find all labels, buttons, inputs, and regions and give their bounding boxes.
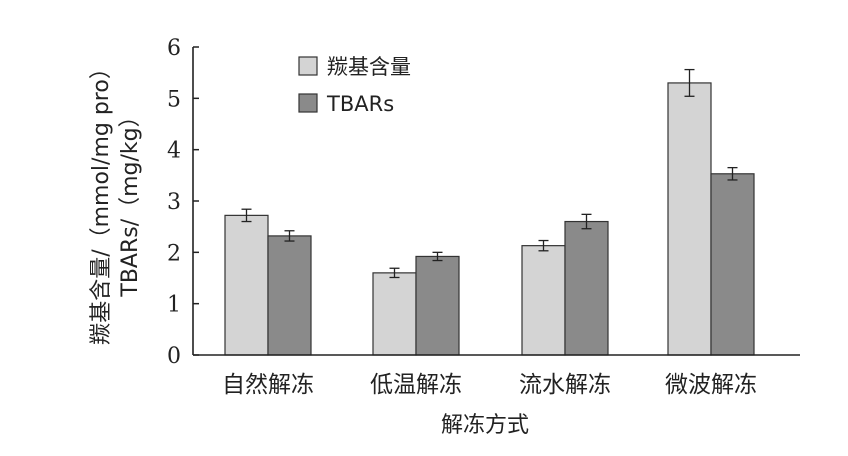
bar-carbonyl	[372, 272, 417, 356]
error-bar	[432, 251, 443, 262]
y-tick-label: 0	[167, 344, 181, 369]
y-tick-label: 3	[167, 190, 181, 215]
bar-carbonyl	[224, 214, 269, 356]
y-axis-ticks: 0 1 2 3 4 5 6	[167, 36, 199, 369]
error-bar	[241, 208, 252, 223]
y-axis-label-line2: TBARs/（mg/kg）	[118, 105, 143, 297]
y-tick-label: 2	[167, 241, 181, 266]
x-tick-label: 流水解冻	[519, 372, 611, 398]
error-bar	[538, 239, 549, 252]
y-axis-label-line1: 羰基含量/（mmol/mg pro）	[89, 57, 114, 345]
x-axis-ticks: 自然解冻 低温解冻 流水解冻 微波解冻	[222, 372, 757, 398]
error-bar	[684, 68, 695, 97]
x-tick-label: 低温解冻	[370, 372, 462, 398]
bar-tbars	[564, 220, 609, 356]
y-tick-label: 6	[167, 36, 181, 61]
bar-carbonyl	[667, 82, 712, 356]
bars	[224, 82, 755, 356]
bar-carbonyl	[521, 245, 566, 356]
x-tick-label: 微波解冻	[665, 372, 757, 398]
error-bar	[389, 267, 400, 279]
axes	[192, 47, 800, 356]
legend-swatch	[298, 56, 318, 76]
y-tick-label: 4	[167, 139, 181, 164]
x-tick-label: 自然解冻	[222, 372, 314, 398]
y-axis-label: 羰基含量/（mmol/mg pro） TBARs/（mg/kg）	[89, 57, 143, 345]
legend-swatch	[298, 93, 318, 113]
error-bar	[284, 230, 295, 242]
error-bars	[241, 68, 738, 279]
y-tick-label: 1	[167, 293, 181, 318]
error-bar	[581, 213, 592, 230]
bar-tbars	[267, 235, 312, 356]
x-axis-label: 解冻方式	[441, 413, 529, 438]
legend-label: TBARs	[326, 92, 394, 116]
error-bar	[727, 166, 738, 181]
legend: 羰基含量 TBARs	[298, 55, 411, 116]
y-tick-label: 5	[167, 87, 181, 112]
bar-tbars	[710, 173, 755, 356]
legend-label: 羰基含量	[327, 55, 411, 79]
bar-tbars	[415, 255, 460, 356]
